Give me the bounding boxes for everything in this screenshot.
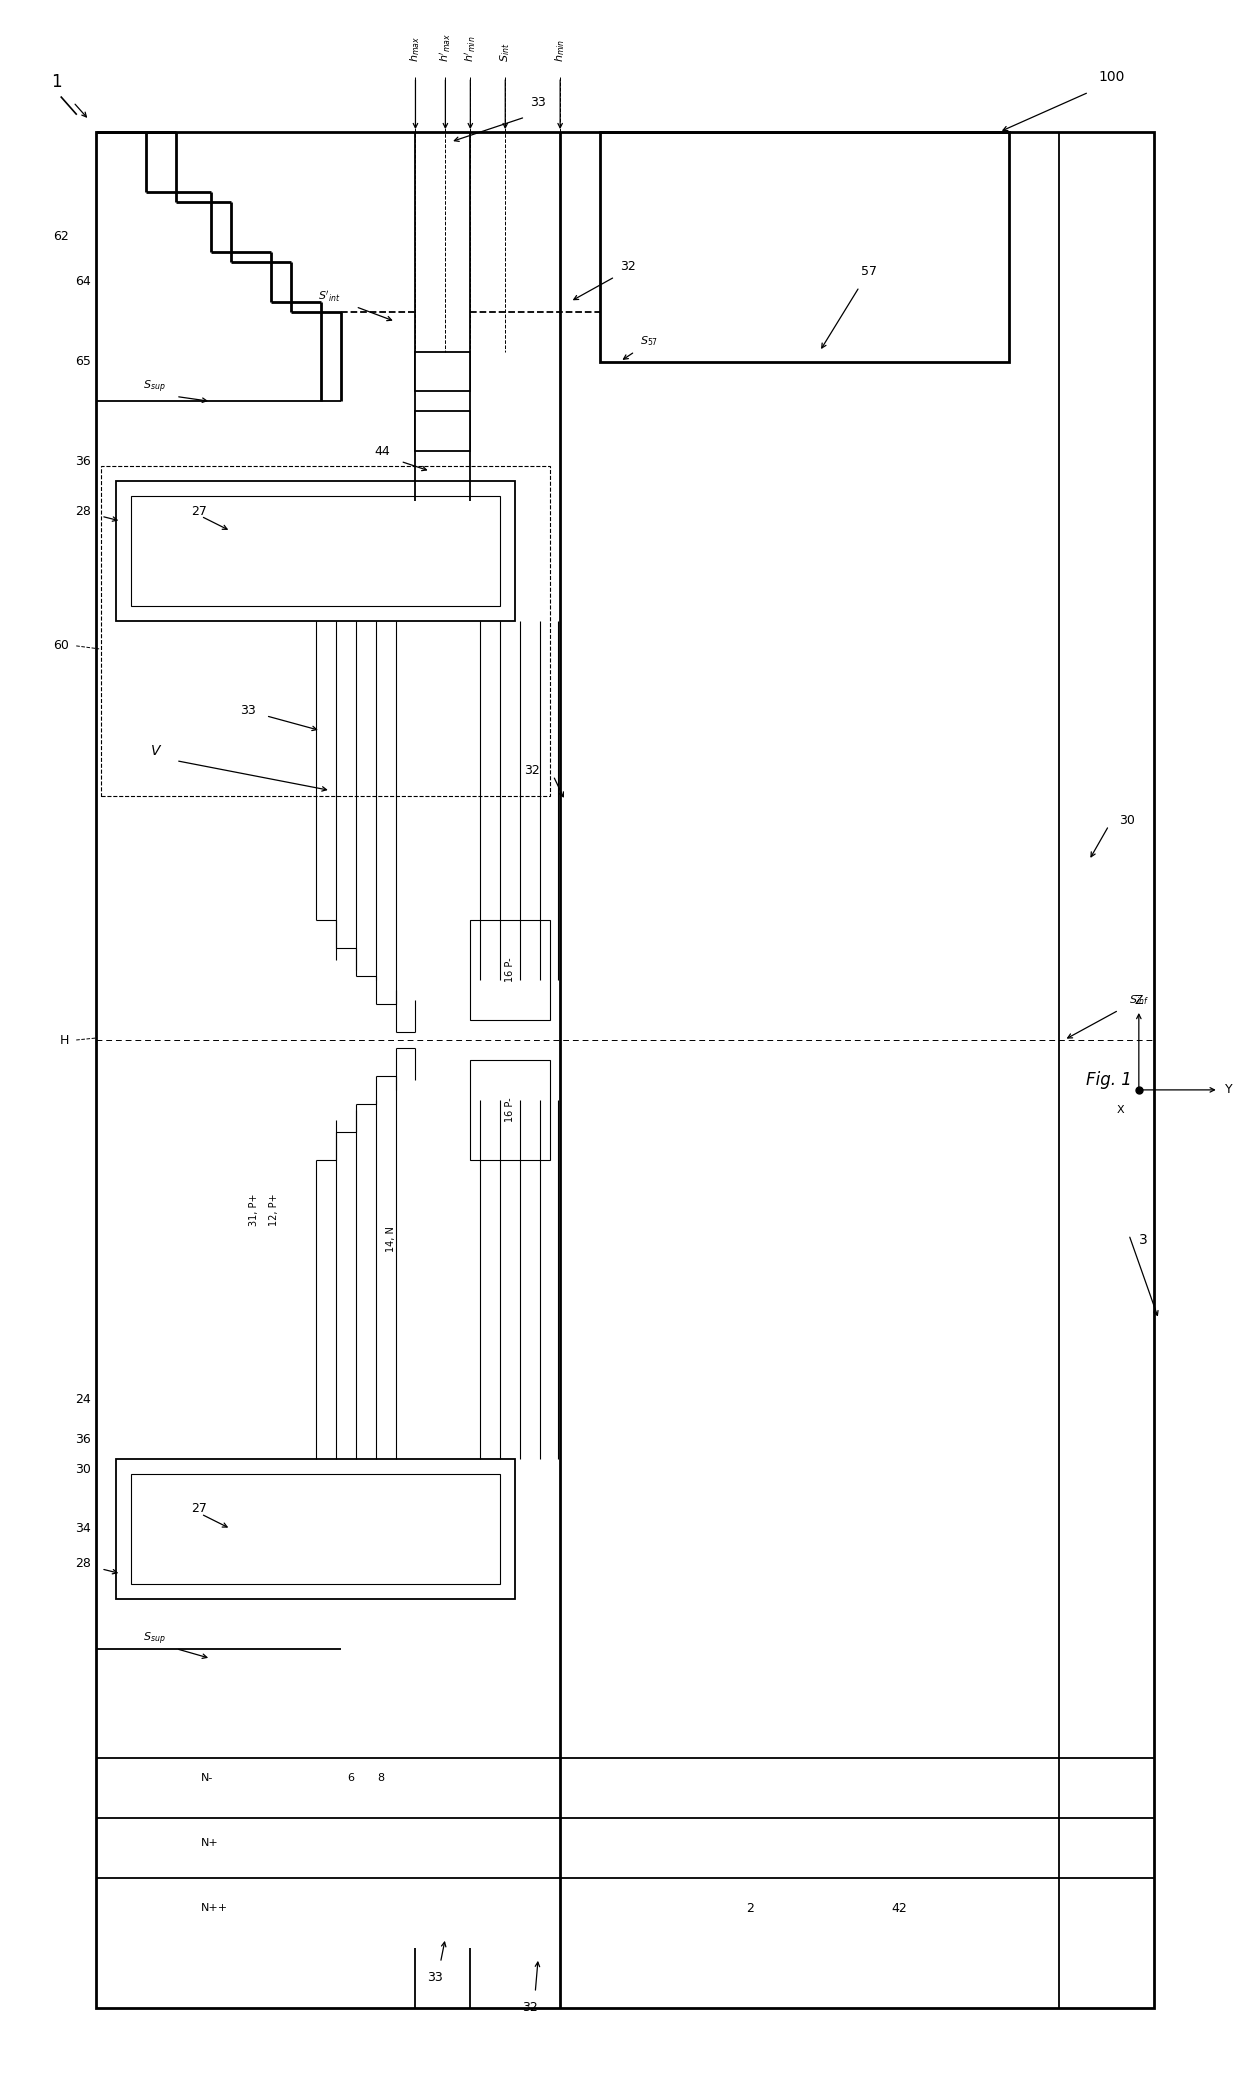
Text: 57: 57 <box>862 264 878 279</box>
Text: 31, P+: 31, P+ <box>249 1192 259 1226</box>
Text: $S'_{int}$: $S'_{int}$ <box>317 289 341 304</box>
Text: Fig. 1: Fig. 1 <box>1086 1072 1132 1088</box>
Bar <box>131 495 500 606</box>
Bar <box>97 131 1153 2008</box>
Text: Z: Z <box>1135 993 1143 1007</box>
Text: 44: 44 <box>374 445 391 458</box>
Text: 64: 64 <box>76 275 92 287</box>
Text: 30: 30 <box>76 1463 92 1475</box>
Text: 27: 27 <box>191 1502 207 1515</box>
Text: 28: 28 <box>76 1557 92 1571</box>
Text: $S_{sup}$: $S_{sup}$ <box>144 1629 166 1646</box>
Text: 36: 36 <box>76 1432 92 1446</box>
Bar <box>131 1473 500 1584</box>
Text: $h'_{max}$: $h'_{max}$ <box>438 33 453 62</box>
Text: 33: 33 <box>241 703 255 718</box>
Text: N+: N+ <box>201 1838 218 1848</box>
Text: 16 P-: 16 P- <box>505 1097 516 1122</box>
Bar <box>415 352 470 391</box>
Text: 62: 62 <box>53 231 69 243</box>
Text: $S_{int}$: $S_{int}$ <box>498 44 512 62</box>
Text: 3: 3 <box>1138 1232 1147 1247</box>
Text: 28: 28 <box>76 506 92 518</box>
Text: 32: 32 <box>620 260 636 273</box>
Text: 33: 33 <box>531 96 546 108</box>
Text: 32: 32 <box>522 2002 538 2014</box>
Text: V: V <box>151 743 161 757</box>
Text: Y: Y <box>1225 1084 1233 1097</box>
Text: 30: 30 <box>1118 814 1135 826</box>
Text: 36: 36 <box>76 456 92 468</box>
Text: 32: 32 <box>525 764 541 776</box>
Bar <box>117 481 516 620</box>
Bar <box>600 131 1009 362</box>
Text: $S_{sup}$: $S_{sup}$ <box>144 379 166 395</box>
Text: 12, P+: 12, P+ <box>269 1192 279 1226</box>
Text: 14, N: 14, N <box>386 1226 396 1253</box>
Text: 33: 33 <box>428 1971 443 1985</box>
Text: H: H <box>60 1034 69 1047</box>
Bar <box>117 1459 516 1598</box>
Bar <box>415 412 470 452</box>
Text: $S_{57}$: $S_{57}$ <box>640 335 657 348</box>
Text: 1: 1 <box>51 73 62 92</box>
Text: $h_{min}$: $h_{min}$ <box>553 40 567 62</box>
Text: X: X <box>1116 1105 1123 1115</box>
Text: 42: 42 <box>892 1902 908 1915</box>
Bar <box>470 920 551 1020</box>
Text: 16 P-: 16 P- <box>505 957 516 982</box>
Text: 34: 34 <box>76 1523 92 1536</box>
Text: N-: N- <box>201 1773 213 1783</box>
Text: 8: 8 <box>377 1773 384 1783</box>
Text: $h_{max}$: $h_{max}$ <box>408 35 423 62</box>
Text: 2: 2 <box>745 1902 754 1915</box>
Text: 100: 100 <box>1099 71 1125 83</box>
Bar <box>470 1059 551 1159</box>
Text: 6: 6 <box>347 1773 355 1783</box>
Text: $h'_{min}$: $h'_{min}$ <box>463 35 477 62</box>
Text: 65: 65 <box>76 356 92 368</box>
Text: N++: N++ <box>201 1902 228 1912</box>
Text: 24: 24 <box>76 1392 92 1405</box>
Bar <box>102 466 551 795</box>
Text: 60: 60 <box>53 639 69 651</box>
Text: 27: 27 <box>191 506 207 518</box>
Text: $S_{inf}$: $S_{inf}$ <box>1128 993 1148 1007</box>
